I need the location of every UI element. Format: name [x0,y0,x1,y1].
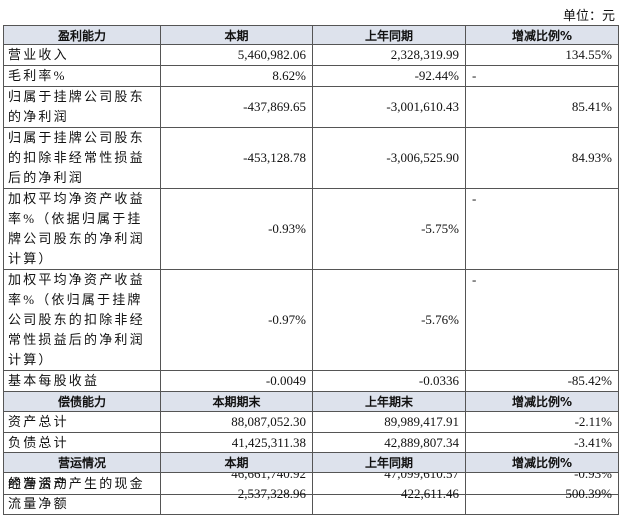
header-cell: 本期期末 [160,391,313,412]
value-cell: 88,087,052.30 [160,411,313,433]
header-row: 偿债能力 本期期末 上年期末 增减比例% [3,391,619,412]
value-cell: 89,989,417.91 [312,411,466,433]
header-cell: 偿债能力 [3,391,161,412]
value-cell: 500.39% [465,472,619,515]
value-cell: -3,006,525.90 [312,127,466,189]
value-cell: -85.42% [465,370,619,392]
value-cell: -437,869.65 [160,86,313,128]
header-cell: 本期 [160,452,313,473]
header-cell: 增减比例% [465,452,619,473]
value-cell: -0.0049 [160,370,313,392]
data-row: 经营活动产生的现金流量净额 2,537,328.96 422,611.46 500.3… [3,472,619,515]
value-cell: -0.0336 [312,370,466,392]
value-cell: - [465,65,619,87]
value-cell: 5,460,982.06 [160,44,313,66]
header-cell: 增减比例% [465,25,619,45]
header-cell: 上年同期 [312,25,466,45]
data-row: 归属于挂牌公司股东的净利润 -437,869.65 -3,001,610.43 85.… [3,86,619,128]
value-cell: 2,328,319.99 [312,44,466,66]
row-label: 归属于挂牌公司股东的扣除非经常性损益后的净利润 [3,127,161,189]
value-cell: -453,128.78 [160,127,313,189]
row-label: 经营活动产生的现金流量净额 [3,472,161,515]
header-cell: 盈利能力 [3,25,161,45]
value-cell: - [465,188,619,270]
header-row: 盈利能力 本期 上年同期 增减比例% [3,25,619,45]
header-cell: 上年期末 [312,391,466,412]
value-cell: 84.93% [465,127,619,189]
section-table: 盈利能力 本期 上年同期 增减比例% 营业收入 5,460,982.06 2,328,319… [3,25,619,495]
unit-label: 单位：元 [562,8,615,23]
row-label: 营业收入 [3,44,161,66]
header-cell: 上年同期 [312,452,466,473]
value-cell: -0.93% [160,188,313,270]
value-cell: 422,611.46 [312,472,466,515]
row-label: 加权平均净资产收益率%（依据归属于挂牌公司股东的净利润计算） [3,188,161,270]
data-row: 营业收入 5,460,982.06 2,328,319.99 134.55% [3,44,619,66]
value-cell: - [465,269,619,371]
section-table: 营运情况 本期 上年同期 增减比例% 经营活动产生的现金流量净额 2,537,328.96… [3,452,619,515]
value-cell: 41,425,311.38 [160,432,313,454]
data-row: 加权平均净资产收益率%（依归属于挂牌公司股东的扣除非经常性损益后的净利润计算） -… [3,269,619,371]
row-label: 负债总计 [3,432,161,454]
value-cell: -3.41% [465,432,619,454]
header-cell: 本期 [160,25,313,45]
value-cell: -0.97% [160,269,313,371]
row-label: 毛利率% [3,65,161,87]
value-cell: -5.76% [312,269,466,371]
value-cell: 42,889,807.34 [312,432,466,454]
value-cell: -2.11% [465,411,619,433]
header-row: 营运情况 本期 上年同期 增减比例% [3,452,619,473]
data-row: 归属于挂牌公司股东的扣除非经常性损益后的净利润 -453,128.78 -3,006… [3,127,619,189]
data-row: 资产总计 88,087,052.30 89,989,417.91 -2.11% [3,411,619,433]
row-label: 归属于挂牌公司股东的净利润 [3,86,161,128]
header-cell: 营运情况 [3,452,161,473]
value-cell: 134.55% [465,44,619,66]
value-cell: -92.44% [312,65,466,87]
row-label: 资产总计 [3,411,161,433]
data-row: 基本每股收益 -0.0049 -0.0336 -85.42% [3,370,619,392]
data-row: 负债总计 41,425,311.38 42,889,807.34 -3.41% [3,432,619,454]
data-row: 加权平均净资产收益率%（依据归属于挂牌公司股东的净利润计算） -0.93% -5.7… [3,188,619,270]
row-label: 加权平均净资产收益率%（依归属于挂牌公司股东的扣除非经常性损益后的净利润计算） [3,269,161,371]
data-row: 毛利率% 8.62% -92.44% - [3,65,619,87]
value-cell: -3,001,610.43 [312,86,466,128]
value-cell: 8.62% [160,65,313,87]
value-cell: 2,537,328.96 [160,472,313,515]
value-cell: 85.41% [465,86,619,128]
row-label: 基本每股收益 [3,370,161,392]
value-cell: -5.75% [312,188,466,270]
header-cell: 增减比例% [465,391,619,412]
